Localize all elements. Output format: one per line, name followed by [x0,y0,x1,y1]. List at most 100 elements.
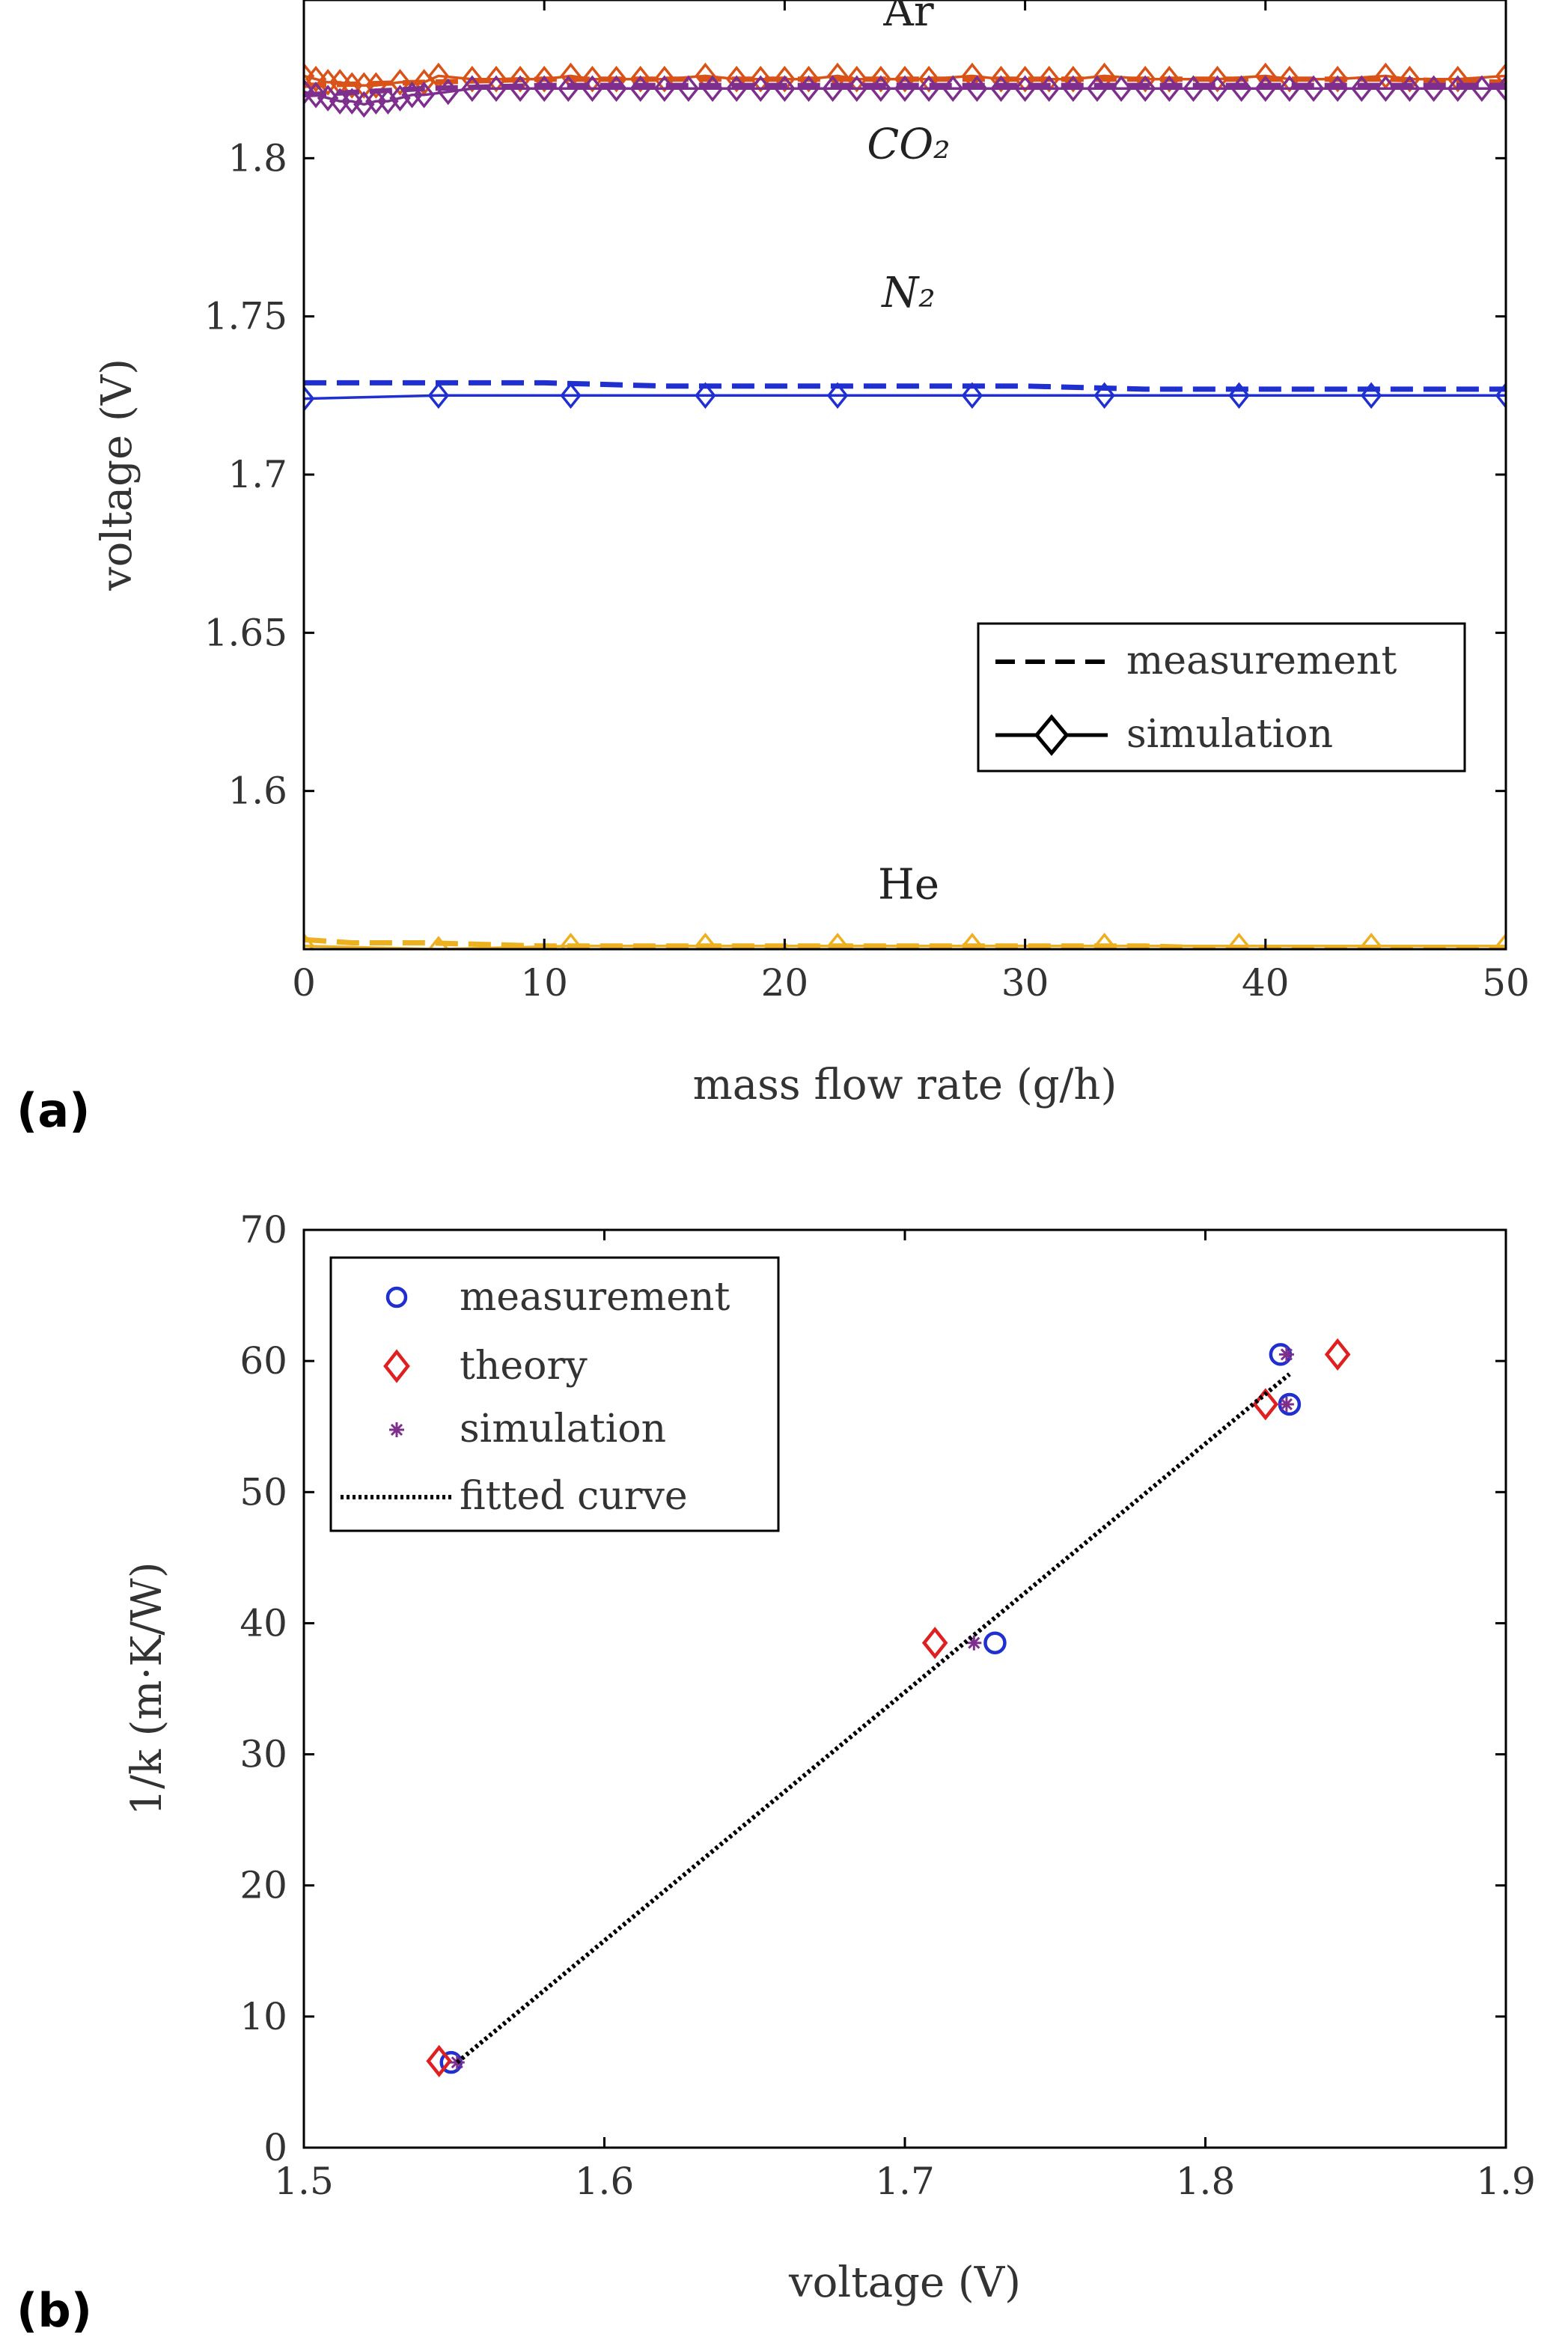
co2-simulation-marker [461,75,483,103]
he-simulation-marker [427,936,450,949]
panel-b-y-tick-label: 20 [240,1864,287,1907]
he-simulation-marker [1093,932,1115,949]
ar-simulation-marker [461,65,483,93]
legend-simulation-diamond-icon [1034,714,1070,756]
panel-a-gas-labels: Ar CO₂ N₂ He [867,0,950,909]
co2-simulation-marker [966,75,988,103]
panel-b-y-tick-label: 70 [240,1208,287,1252]
he-simulation-marker [695,932,716,949]
legend-simulation-star-icon [389,1422,404,1437]
panel-a-ticks: 0 10 20 30 40 50 1.6 1.65 1.7 1.75 1.8 [204,0,1530,1005]
panel-a-legend-label-measurement: measurement [1126,639,1397,683]
panel-a-x-tick-label: 50 [1482,961,1530,1005]
panel-a-y-tick-label: 1.7 [228,453,287,496]
panel-b-y-tick-label: 0 [263,2126,287,2169]
theory-point [921,1627,948,1660]
ar-simulation-marker [1278,65,1301,93]
n2-simulation-marker [961,382,983,409]
co2-simulation-marker [1254,75,1277,103]
legend-theory-diamond-icon [383,1349,410,1383]
panel-b-x-axis-label: voltage (V) [788,2258,1021,2307]
co2-simulation-marker [437,78,459,106]
ar-simulation-marker [918,65,940,93]
co2-simulation-marker [558,75,579,103]
panel-a-x-tick-label: 30 [1001,961,1049,1005]
panel-a: 0 10 20 30 40 50 1.6 1.65 1.7 1.75 1.8 Ar CO₂ N₂ He m… [16,0,1530,1138]
co2-simulation-marker [305,81,327,109]
annotation-co: CO₂ [867,120,950,168]
co2-simulation-marker [1086,75,1108,103]
panel-b-legend-label-simulation: simulation [460,1407,666,1451]
panel-a-plot-area [304,62,1506,949]
n2-simulation-marker [1360,382,1382,409]
panel-a-y-axis-label: voltage (V) [93,359,141,591]
ar-simulation-marker [870,65,892,93]
annotation-n: N₂ [880,269,935,317]
co2-simulation-marker [701,75,724,103]
panel-a-y-tick-label: 1.8 [228,136,287,180]
co2-simulation-marker [605,75,627,103]
panel-a-legend-label-simulation: simulation [1126,712,1333,757]
co2-simulation-marker [1471,75,1493,103]
co2-simulation-marker [377,88,399,115]
ar-simulation-marker [1014,65,1036,93]
theory-point [1324,1338,1351,1371]
panel-a-y-tick-label: 1.75 [204,295,287,338]
co2-simulation-marker [1399,75,1421,103]
panel-b-y-tick-label: 60 [240,1339,287,1383]
panel-b-y-axis-label: 1/k (m·K/W) [123,1562,171,1815]
n2-simulation-marker [427,382,450,409]
theory-point [426,2044,452,2078]
fitted-curve-line [455,1372,1291,2065]
co2-simulation-marker [677,75,700,103]
n2-simulation-marker [304,385,315,412]
panel-b-y-tick-label: 10 [240,1995,287,2038]
co2-simulation-marker [1495,75,1506,103]
ar-simulation-marker [1206,65,1228,93]
co2-simulation-marker [942,75,964,103]
he-simulation-marker [304,932,315,949]
annotation-he: He [878,860,939,909]
co2-simulation-marker [918,75,940,103]
panel-b-legend-label-measurement: measurement [460,1275,730,1320]
co2-simulation-marker [1110,75,1132,103]
co2-simulation-marker [894,75,916,103]
co2-simulation-marker [798,75,820,103]
panel-b: 1.5 1.6 1.7 1.8 1.9 0 10 20 30 40 50 60 70 voltage (… [16,1208,1536,2338]
he-simulation-marker [560,932,582,949]
ar-simulation-marker [1447,65,1469,93]
panel-b-x-tick-label: 1.9 [1476,2160,1536,2203]
ar-simulation-marker [846,65,868,93]
co2-simulation-marker [317,85,339,112]
co2-simulation-marker [822,75,844,103]
ar-simulation-marker [1062,65,1085,93]
panel-a-y-tick-label: 1.6 [228,770,287,813]
panel-b-x-tick-label: 1.7 [875,2160,935,2203]
n2-simulation-marker [826,382,849,409]
ar-simulation-marker [1134,65,1156,93]
co2-simulation-marker [653,75,676,103]
ar-simulation-marker [582,65,603,93]
ar-simulation-marker [629,65,651,93]
ar-simulation-marker [750,65,772,93]
ar-simulation-marker [1375,62,1397,90]
co2-simulation-marker [1230,75,1252,103]
panel-b-label: (b) [16,2283,92,2338]
panel-a-x-tick-label: 20 [761,961,809,1005]
co2-simulation-marker [1278,75,1301,103]
panel-a-legend: measurement simulation [977,622,1466,773]
ar-simulation-marker [389,69,411,96]
ar-simulation-marker [1326,65,1349,93]
panel-b-y-tick-label: 50 [240,1470,287,1514]
co2-simulation-marker [1302,75,1325,103]
co2-simulation-marker [1159,75,1180,103]
co2-simulation-marker [990,75,1012,103]
simulation-point [1278,1396,1294,1412]
panel-b-x-tick-label: 1.5 [274,2160,334,2203]
n2-measurement-line [304,380,1506,392]
ar-simulation-marker [1495,62,1506,90]
n2-simulation-marker [1228,382,1250,409]
panel-a-y-tick-label: 1.65 [204,611,287,654]
n2-simulation-line [304,394,1506,400]
